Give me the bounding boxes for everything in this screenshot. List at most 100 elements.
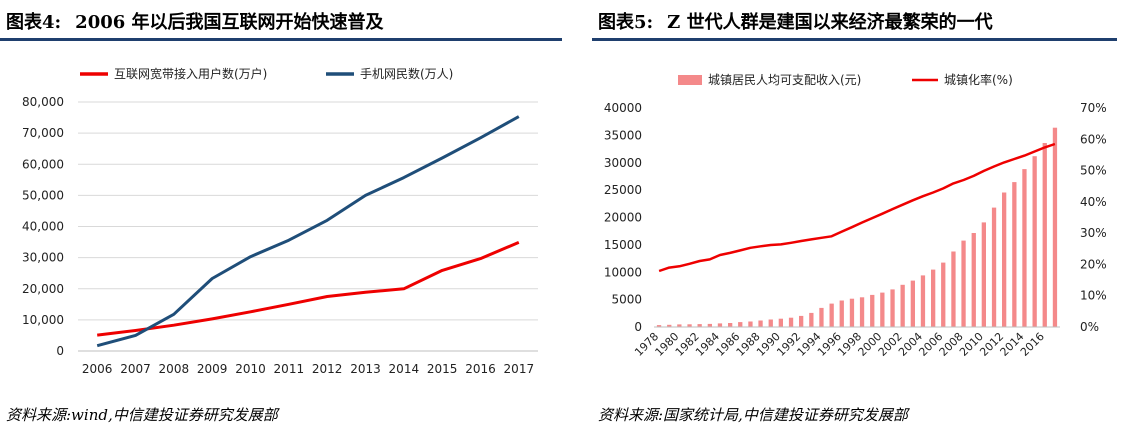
income-bar: [809, 312, 814, 327]
y-left-tick-label: 30000: [604, 156, 642, 170]
x-tick-label: 2016: [1018, 330, 1047, 359]
income-bar: [849, 298, 855, 327]
x-tick-label: 2016: [465, 362, 496, 376]
income-bar: [717, 323, 723, 327]
income-bar: [829, 303, 834, 327]
income-bar: [1042, 143, 1047, 327]
urbanization-rate-line: [658, 142, 1056, 273]
income-bar: [819, 307, 824, 327]
legend-label: 城镇居民人均可支配收入(元): [708, 73, 861, 87]
income-bar: [941, 262, 946, 327]
income-bar: [920, 275, 926, 327]
y-left-tick-label: 40000: [604, 101, 642, 115]
income-bar: [687, 324, 692, 327]
income-bar: [707, 323, 712, 327]
income-bar: [931, 269, 936, 327]
y-left-tick-label: 35000: [604, 128, 642, 142]
income-bar: [981, 222, 986, 327]
broadband-users-line: [97, 241, 520, 337]
income-bar: [951, 251, 956, 327]
y-tick-label: 70,000: [22, 126, 64, 140]
y-tick-label: 20,000: [22, 282, 64, 296]
income-bar: [738, 322, 743, 327]
income-bar: [1032, 156, 1037, 327]
income-bar: [667, 324, 672, 327]
figure-title: 图表5: Z 世代人群是建国以来经济最繁荣的一代: [598, 8, 993, 34]
income-bar: [890, 289, 895, 327]
legend-label: 互联网宽带接入用户数(万户): [114, 66, 267, 81]
y-right-tick-label: 50%: [1080, 164, 1107, 178]
figure-title-text: 2006 年以后我国互联网开始快速普及: [75, 12, 384, 33]
y-left-tick-label: 10000: [604, 265, 642, 279]
x-tick-label: 2012: [312, 362, 343, 376]
title-divider: [0, 38, 562, 41]
x-tick-label: 2011: [274, 362, 305, 376]
y-tick-label: 60,000: [22, 157, 64, 171]
income-bar: [748, 321, 753, 327]
income-bar: [880, 292, 885, 327]
income-bar: [728, 323, 733, 327]
y-tick-label: 30,000: [22, 251, 64, 265]
y-right-tick-label: 0%: [1080, 320, 1099, 334]
income-bar: [697, 324, 702, 327]
y-tick-label: 0: [56, 344, 64, 358]
x-tick-label: 2013: [350, 362, 381, 376]
income-bar: [677, 324, 682, 327]
y-right-tick-label: 10%: [1080, 289, 1107, 303]
x-tick-label: 2007: [120, 362, 151, 376]
legend-swatch: [678, 75, 702, 85]
y-tick-label: 80,000: [22, 95, 64, 109]
income-bar: [1002, 192, 1007, 327]
income-bar: [910, 280, 915, 327]
income-bar: [859, 297, 865, 327]
income-bar: [788, 317, 794, 327]
income-bar: [991, 207, 997, 327]
income-bar: [900, 284, 905, 327]
income-bar: [799, 315, 804, 327]
income-bar: [1022, 169, 1027, 327]
income-bar: [1012, 182, 1017, 327]
income-bar: [971, 233, 976, 327]
mobile-netizens-line: [96, 115, 520, 348]
income-bar: [656, 325, 662, 327]
y-left-tick-label: 20000: [604, 211, 642, 225]
income-bar: [870, 294, 875, 327]
income-bar: [961, 240, 966, 327]
y-left-tick-label: 25000: [604, 183, 642, 197]
source-note: 资料来源:wind,中信建投证券研究发展部: [6, 406, 278, 424]
y-left-tick-label: 5000: [611, 293, 642, 307]
y-right-tick-label: 70%: [1080, 101, 1107, 115]
legend-label: 城镇化率(%): [944, 72, 1013, 87]
y-left-tick-label: 15000: [604, 238, 642, 252]
figure-number: 图表5:: [598, 12, 654, 33]
source-note: 资料来源:国家统计局,中信建投证券研究发展部: [598, 406, 908, 424]
legend-label: 手机网民数(万人): [360, 66, 453, 81]
figure-title-text: Z 世代人群是建国以来经济最繁荣的一代: [667, 12, 993, 33]
figure-panel-right: 图表5: Z 世代人群是建国以来经济最繁荣的一代 0 5000 10000 15000 2…: [592, 0, 1128, 436]
x-tick-label: 2006: [82, 362, 113, 376]
y-right-tick-label: 30%: [1080, 226, 1107, 240]
income-bar: [839, 300, 844, 327]
y-tick-label: 50,000: [22, 188, 64, 202]
y-right-tick-label: 40%: [1080, 195, 1107, 209]
x-tick-label: 2015: [427, 362, 458, 376]
income-bar: [778, 318, 783, 327]
figure-title: 图表4: 2006 年以后我国互联网开始快速普及: [6, 8, 384, 34]
x-tick-label: 2009: [197, 362, 228, 376]
y-tick-label: 40,000: [22, 220, 64, 234]
y-left-tick-label: 0: [634, 320, 642, 334]
y-tick-label: 10,000: [22, 313, 64, 327]
x-tick-label: 2010: [235, 362, 266, 376]
x-tick-label: 2017: [504, 362, 535, 376]
income-bar: [758, 320, 763, 327]
y-right-tick-label: 20%: [1080, 257, 1107, 271]
y-right-tick-label: 60%: [1080, 132, 1107, 146]
income-bar: [768, 319, 773, 327]
x-tick-label: 2014: [389, 362, 420, 376]
figure-number: 图表4:: [6, 12, 62, 33]
x-tick-label: 2008: [159, 362, 190, 376]
figure-panel-left: 图表4: 2006 年以后我国互联网开始快速普及 0 10,000 20,000 30,…: [0, 8, 562, 424]
title-divider: [592, 38, 1117, 41]
internet-adoption-line-chart: 0 10,000 20,000 30,000 40,000 50,000 60,000 70,…: [22, 66, 538, 376]
income-urbanization-chart: 0 5000 10000 15000 20000 25000 30000 35000 40000…: [604, 72, 1107, 359]
